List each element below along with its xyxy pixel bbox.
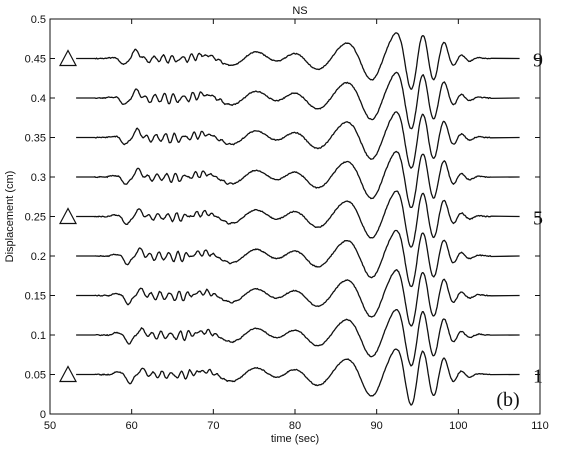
axes-layer: 50 60 70 80 90 100 110 0 0.05 0.1 0.15 0.2 0.25 0.3 0.…: [25, 14, 549, 432]
x-axis-label: time (sec): [271, 433, 319, 445]
y-tick-label: 0.5: [31, 14, 46, 26]
y-axis-label: Displacement (cm): [4, 171, 16, 263]
y-tick-label: 0.45: [25, 54, 46, 66]
trace-6: [76, 150, 520, 209]
trace-number-label: 5: [533, 208, 543, 230]
x-tick-label: 50: [44, 420, 56, 432]
x-tick-label: 80: [289, 420, 301, 432]
trace-5: [76, 190, 520, 248]
y-tick-label: 0.25: [25, 212, 46, 224]
y-tick-label: 0: [40, 409, 46, 421]
plot-frame: [49, 18, 541, 415]
triangle-marker: [59, 207, 77, 225]
x-tick-label: 60: [126, 420, 138, 432]
chart-title: NS: [292, 5, 307, 17]
trace-4: [76, 229, 520, 288]
trace-number-label: 1: [533, 366, 543, 388]
trace-1: [76, 348, 520, 406]
markers-layer: 1 5 9: [59, 49, 543, 388]
trace-9: [76, 32, 520, 90]
panel-annotation: (b): [496, 389, 519, 411]
traces-layer: [76, 32, 520, 406]
y-tick-label: 0.4: [31, 93, 46, 105]
x-tick-label: 100: [449, 420, 467, 432]
x-tick-label: 90: [371, 420, 383, 432]
y-tick-label: 0.1: [31, 330, 46, 342]
y-tick-label: 0.3: [31, 172, 46, 184]
y-tick-label: 0.35: [25, 133, 46, 145]
trace-2: [76, 308, 520, 367]
y-tick-label: 0.2: [31, 251, 46, 263]
trace-7: [76, 111, 520, 169]
triangle-marker: [59, 49, 77, 67]
y-tick-label: 0.15: [25, 291, 46, 303]
x-tick-label: 70: [207, 420, 219, 432]
trace-number-label: 9: [533, 50, 543, 72]
trace-3: [76, 269, 520, 327]
trace-8: [76, 71, 520, 130]
triangle-marker: [59, 365, 77, 383]
y-tick-label: 0.05: [25, 370, 46, 382]
x-tick-label: 110: [531, 420, 549, 432]
